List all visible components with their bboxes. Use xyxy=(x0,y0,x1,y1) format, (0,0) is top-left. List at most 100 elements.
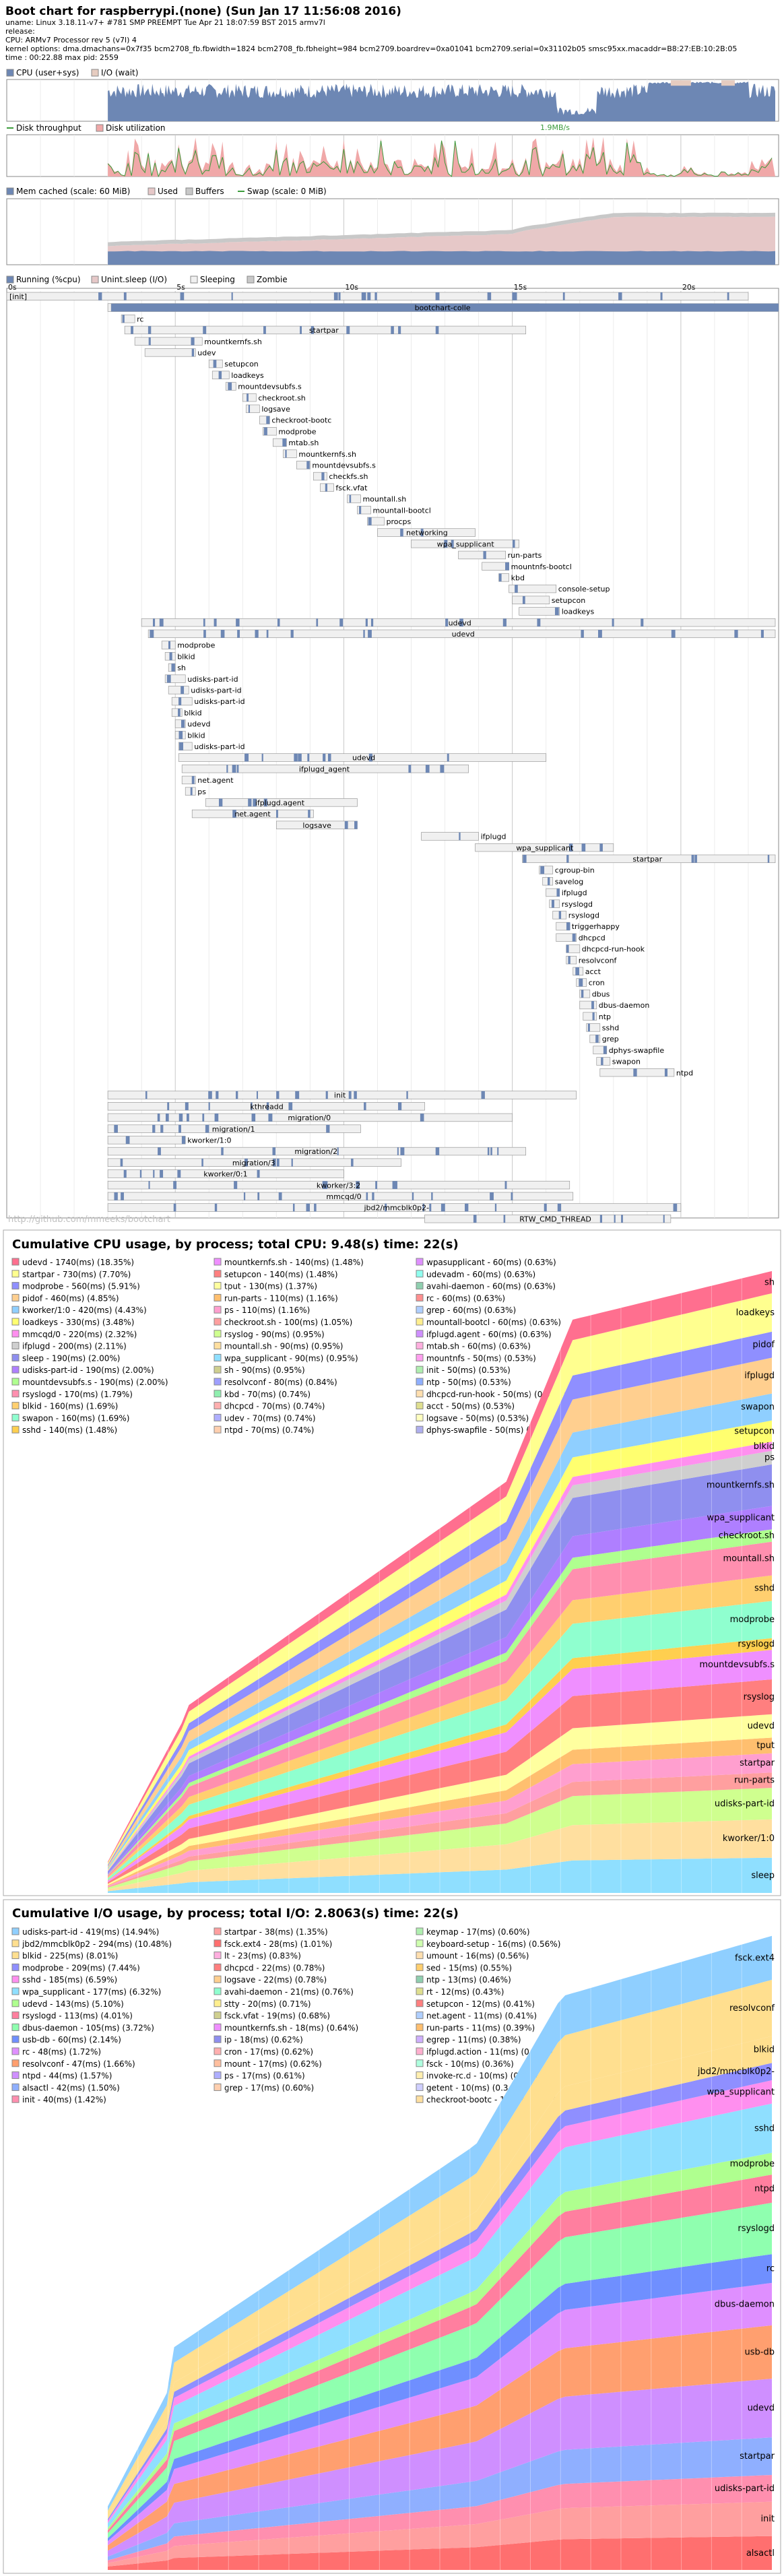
cumulative-band-label: usb-db xyxy=(745,2348,775,2358)
cumulative-legend-label: wpa_supplicant - 90(ms) (0.95%) xyxy=(224,1353,358,1363)
process-label: mountdevsubfs.s xyxy=(238,383,302,391)
cumulative-band-label: mountkernfs.sh xyxy=(707,1481,775,1491)
cumulative-band-label: wpa_supplicant xyxy=(707,2087,775,2097)
cumulative-area-band xyxy=(108,1650,772,1883)
process-cpu-tick xyxy=(273,1158,276,1167)
process-sleep-bar xyxy=(107,1113,513,1122)
process-cpu-tick xyxy=(374,292,377,300)
process-sleep-bar xyxy=(259,416,270,424)
process-sleep-bar xyxy=(144,348,196,357)
cumulative-band-label: udevd xyxy=(748,2404,775,2414)
process-cpu-tick xyxy=(603,1045,607,1054)
cumulative-legend-label: resolvconf - 80(ms) (0.84%) xyxy=(224,1378,337,1387)
process-bar: dbus xyxy=(579,990,610,998)
process-label: fsck.vfat xyxy=(335,484,368,492)
process-bar: startpar xyxy=(124,325,527,335)
cumulative-legend-label: ifplugd.agent - 60(ms) (0.63%) xyxy=(426,1330,552,1339)
cumulative-band-label: sh xyxy=(764,1277,775,1287)
cumulative-band-label: modprobe xyxy=(730,2159,775,2169)
disk-throughput-line xyxy=(107,140,773,178)
process-cpu-tick xyxy=(359,506,362,514)
cumulative-legend-swatch xyxy=(214,2011,222,2020)
cumulative-legend-swatch xyxy=(214,1390,222,1398)
process-cpu-tick xyxy=(248,798,252,807)
cumulative-legend-label: mtab.sh - 60(ms) (0.63%) xyxy=(426,1342,531,1351)
cumulative-legend-swatch xyxy=(214,1402,222,1410)
cumulative-band-label: rsyslog xyxy=(744,1692,775,1702)
cumulative-band-label: ntpd xyxy=(754,2184,775,2194)
process-bar: wpa_supplicant xyxy=(475,843,614,852)
process-label: savelog xyxy=(555,877,584,886)
process-label: udisks-part-id xyxy=(191,686,241,695)
cumulative-legend-swatch xyxy=(214,1987,222,1995)
process-cpu-tick xyxy=(435,1147,440,1155)
legend-swatch xyxy=(190,276,198,284)
process-cpu-tick xyxy=(568,843,573,851)
cumulative-area-band xyxy=(108,2325,772,2551)
process-sleep-bar xyxy=(107,1102,425,1111)
process-cpu-tick xyxy=(597,630,602,638)
process-cpu-tick xyxy=(298,753,302,762)
cumulative-legend-swatch xyxy=(416,1952,424,1960)
process-cpu-tick xyxy=(256,1091,258,1099)
cumulative-legend-label: ifplugd - 200(ms) (2.11%) xyxy=(22,1342,127,1351)
process-bar: migration/1 xyxy=(107,1124,361,1134)
process-sleep-bar xyxy=(178,742,193,751)
process-cpu-tick xyxy=(612,618,614,626)
cumulative-band-label: loadkeys xyxy=(736,1308,775,1318)
memory-panel: Mem cached (scale: 60 MiB) Used Buffers Swa… xyxy=(6,187,779,265)
process-label: modprobe xyxy=(177,641,215,650)
cumulative-area-band xyxy=(108,1772,772,1888)
process-label: mountall-bootcl xyxy=(372,506,430,515)
process-cpu-tick xyxy=(255,630,259,638)
process-cpu-tick xyxy=(306,1203,311,1212)
process-cpu-tick xyxy=(767,855,770,863)
cumulative-area-band xyxy=(108,1575,772,1879)
process-cpu-tick xyxy=(268,1114,273,1122)
process-cpu-tick xyxy=(487,292,492,300)
process-bar: checkroot.sh xyxy=(242,393,306,402)
process-cpu-tick xyxy=(251,1114,256,1122)
cumulative-legend-swatch xyxy=(214,1939,222,1947)
process-bar: sshd xyxy=(586,1023,619,1033)
process-cpu-tick xyxy=(483,551,486,559)
process-cpu-tick xyxy=(599,843,603,851)
process-cpu-tick xyxy=(691,855,694,863)
process-cpu-tick xyxy=(398,1102,402,1111)
cumulative-band-label: blkid xyxy=(754,1442,775,1452)
process-cpu-tick xyxy=(98,292,102,300)
cumulative-legend-label: tput - 130(ms) (1.37%) xyxy=(224,1282,317,1291)
process-cpu-tick xyxy=(581,630,584,638)
process-label: init xyxy=(334,1091,346,1100)
legend-label: Disk throughput xyxy=(16,123,81,133)
cumulative-legend-label: udev - 70(ms) (0.74%) xyxy=(224,1413,316,1423)
process-sleep-bar xyxy=(498,573,510,582)
cumulative-io-panel: Cumulative I/O usage, by process; total … xyxy=(3,1899,781,2574)
process-label: loadkeys xyxy=(231,371,264,380)
cumulative-band-label: swapon xyxy=(741,1403,775,1413)
cumulative-legend-label: blkid - 225(ms) (8.01%) xyxy=(22,1952,118,1961)
process-label: resolvconf xyxy=(579,956,618,965)
cumulative-band-label: modprobe xyxy=(730,1615,775,1625)
cumulative-band-label: rsyslogd xyxy=(738,1640,775,1650)
process-label: udevd xyxy=(187,720,210,729)
process-cpu-tick xyxy=(372,1192,374,1200)
process-cpu-tick xyxy=(760,630,764,638)
legend-swatch xyxy=(91,276,99,284)
cumulative-legend-label: mountnfs - 50(ms) (0.53%) xyxy=(426,1353,536,1363)
process-label: dbus xyxy=(592,990,610,998)
process-cpu-tick xyxy=(498,573,502,582)
process-sleep-bar xyxy=(357,505,371,515)
process-cpu-tick xyxy=(208,1102,210,1111)
process-cpu-tick xyxy=(263,427,267,436)
cumulative-legend-label: sleep - 190(ms) (2.00%) xyxy=(22,1353,120,1363)
cumulative-band-label: run-parts xyxy=(734,1776,775,1786)
process-cpu-tick xyxy=(237,630,240,638)
cumulative-legend-swatch xyxy=(416,2047,424,2055)
cumulative-area-band xyxy=(108,1679,772,1884)
header: Boot chart for raspberrypi.(none) (Sun J… xyxy=(5,5,737,62)
process-cpu-tick xyxy=(190,787,193,796)
process-bar: mountkernfs.sh xyxy=(134,337,262,346)
cumulative-legend-swatch xyxy=(416,2023,424,2031)
process-cpu-tick xyxy=(173,1181,177,1189)
